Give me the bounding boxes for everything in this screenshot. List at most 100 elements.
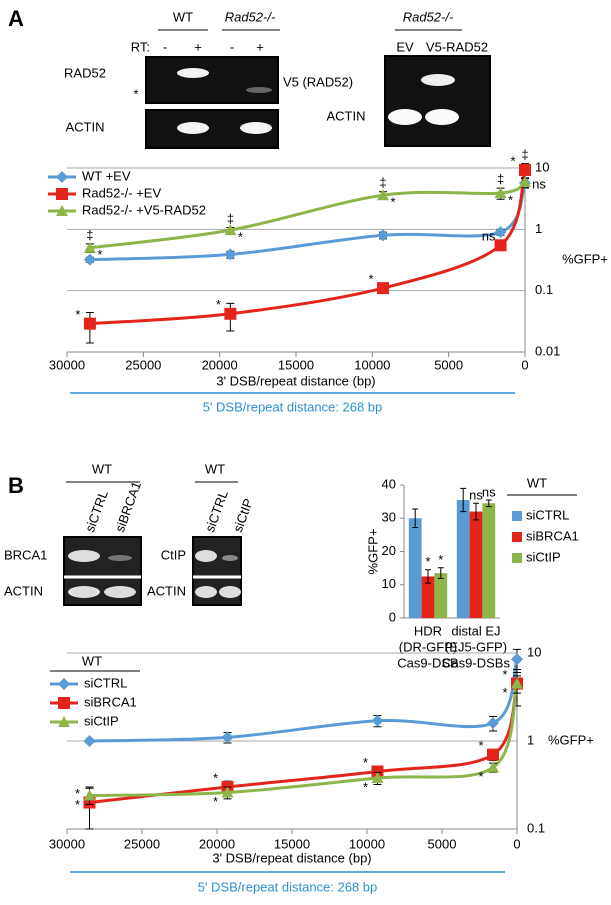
marker <box>224 307 237 320</box>
marker <box>494 187 507 199</box>
series-line <box>89 683 519 804</box>
x-tick-label: 10000 <box>349 836 385 851</box>
legend-swatch <box>512 511 522 521</box>
lane-label: - <box>163 39 167 54</box>
band <box>246 87 272 93</box>
x-tick-label: 30000 <box>49 836 85 851</box>
bar <box>434 573 448 618</box>
y-tick-label: 10 <box>535 159 549 174</box>
x-tick-label: 10000 <box>354 357 390 372</box>
point-label: * <box>502 667 507 682</box>
marker <box>56 205 68 216</box>
point-label: * <box>508 193 513 208</box>
point-mark: ‡ <box>497 172 504 187</box>
point-label: * <box>75 786 80 801</box>
point-label: ns <box>532 176 546 191</box>
blot-group: WT <box>92 461 112 476</box>
blot-group: WT <box>205 461 225 476</box>
point-label: * <box>216 297 221 312</box>
legend-label: siCTRL <box>526 507 569 522</box>
point-label: ns <box>469 488 483 503</box>
blot-row: ACTIN <box>327 108 366 123</box>
x-tick-label: Cas9-DSB <box>397 655 458 670</box>
marker <box>371 771 384 783</box>
marker <box>487 748 499 761</box>
legend-label: Rad52-/- +EV <box>82 185 161 200</box>
legend-swatch <box>512 532 522 542</box>
band <box>177 68 209 78</box>
error-bar <box>425 569 431 584</box>
x-tick-label: 5000 <box>428 836 457 851</box>
legend-label: siBRCA1 <box>84 694 137 709</box>
point-label: * <box>213 770 218 785</box>
marker <box>83 253 96 266</box>
legend-title: WT <box>82 653 102 668</box>
series-line <box>89 658 519 743</box>
x-axis-label: 3' DSB/repeat distance (bp) <box>216 373 375 388</box>
x-tick-label: 0 <box>513 836 520 851</box>
rt-label: RT: <box>131 39 150 54</box>
y-tick-label: 10 <box>527 644 541 659</box>
subtitle: 5' DSB/repeat distance: 268 bp <box>203 399 383 414</box>
blot-row: RAD52 <box>64 65 106 80</box>
point-label: ns <box>482 484 496 499</box>
band <box>240 122 272 134</box>
blot-row: ACTIN <box>147 583 186 598</box>
x-axis-label: 3' DSB/repeat distance (bp) <box>212 850 371 865</box>
band <box>68 586 100 598</box>
marker <box>83 317 96 330</box>
panel-label: B <box>8 473 24 498</box>
lane-label: siBRCA1 <box>112 480 144 535</box>
x-tick-label: Cas9-DSBs <box>442 655 510 670</box>
band <box>195 550 217 562</box>
y-axis-label: %GFP+ <box>365 529 380 575</box>
lane-label: - <box>230 39 234 54</box>
lane-label: + <box>256 39 264 54</box>
band <box>104 586 136 598</box>
lane-label: siCtIP <box>230 496 256 534</box>
legend-label: siCTRL <box>84 675 127 690</box>
band <box>425 109 459 125</box>
error-bar <box>460 487 467 513</box>
legend-swatch <box>512 553 522 563</box>
bar <box>469 511 483 618</box>
marker <box>83 789 96 801</box>
blot-group: WT <box>173 9 193 24</box>
panel-label: A <box>8 6 24 31</box>
lane-label: siCTRL <box>82 488 111 534</box>
point-label: * <box>363 755 368 770</box>
marker <box>377 282 390 295</box>
marker <box>221 786 234 798</box>
legend-label: Rad52-/- +V5-RAD52 <box>82 202 206 217</box>
marker <box>487 717 499 730</box>
band <box>68 550 100 562</box>
band <box>421 74 455 86</box>
series-line <box>89 182 527 262</box>
x-tick-label: 20000 <box>202 357 238 372</box>
marker <box>371 765 384 778</box>
point-mark: ‡ <box>521 147 528 162</box>
x-tick-label: 15000 <box>278 357 314 372</box>
y-axis-label: %GFP+ <box>562 251 608 266</box>
y-tick-label: 1 <box>535 221 542 236</box>
marker <box>487 761 499 773</box>
marker <box>494 226 507 239</box>
marker <box>224 224 237 236</box>
point-label: * <box>213 794 218 809</box>
point-mark: ‡ <box>86 227 93 242</box>
point-label: * <box>510 153 515 168</box>
blot-row: BRCA1 <box>4 547 47 562</box>
legend-label: siCtIP <box>526 549 561 564</box>
x-tick-label: 15000 <box>274 836 310 851</box>
blot-row: V5 (RAD52) <box>283 74 353 89</box>
bar <box>421 576 435 618</box>
point-label: * <box>425 554 430 569</box>
marker <box>58 678 70 690</box>
point-mark: ‡ <box>379 175 386 190</box>
x-tick-label: (EJ5-GFP) <box>445 639 507 654</box>
marker <box>83 735 96 747</box>
y-tick-label: 20 <box>382 543 396 558</box>
y-axis-label: %GFP+ <box>548 732 594 747</box>
band <box>219 586 241 598</box>
point-label: ns <box>482 229 496 244</box>
